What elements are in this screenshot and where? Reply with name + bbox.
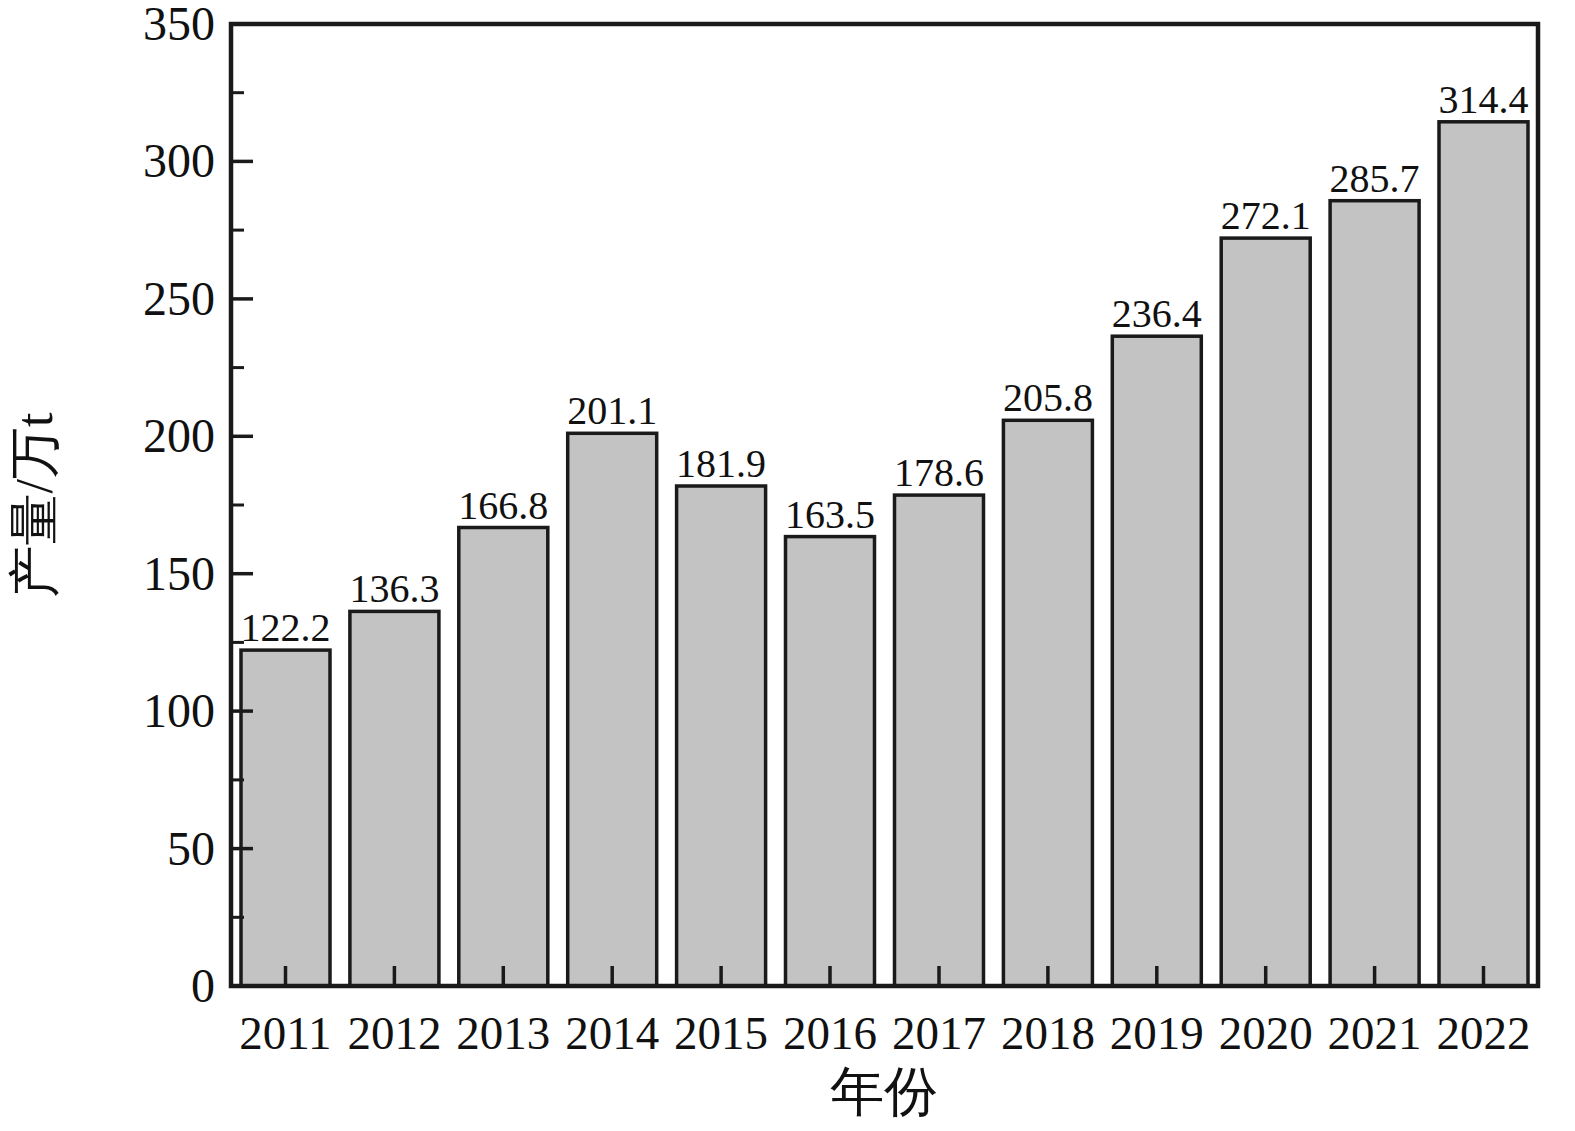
- y-tick-label: 0: [191, 959, 215, 1012]
- bar-2011: [241, 650, 330, 986]
- x-tick-label: 2013: [456, 1007, 550, 1059]
- bar-2022: [1439, 122, 1528, 986]
- bar-2013: [459, 528, 548, 987]
- y-tick-label: 250: [143, 272, 215, 325]
- x-tick-label: 2016: [783, 1007, 877, 1059]
- x-tick-label: 2012: [347, 1007, 441, 1059]
- bar-chart-figure: 122.2 2011 136.3 2012 166.8 2013 201.1 2014 181.…: [0, 0, 1575, 1131]
- bar-2016: [786, 537, 875, 986]
- bar-value-label: 205.8: [1003, 375, 1093, 420]
- bars-layer: [241, 122, 1528, 986]
- bar-2020: [1221, 238, 1310, 986]
- bar-2012: [350, 611, 439, 986]
- bar-value-label: 122.2: [241, 605, 331, 650]
- bar-value-label: 314.4: [1439, 77, 1529, 122]
- bar-2017: [895, 495, 984, 986]
- x-tick-label: 2022: [1437, 1007, 1531, 1059]
- bar-value-label: 178.6: [894, 450, 984, 495]
- bar-value-label: 136.3: [349, 566, 439, 611]
- x-tick-label: 2015: [674, 1007, 768, 1059]
- bar-value-label: 272.1: [1221, 193, 1311, 238]
- x-tick-label: 2018: [1001, 1007, 1095, 1059]
- x-tick-label: 2021: [1328, 1007, 1422, 1059]
- bar-value-label: 236.4: [1112, 291, 1202, 336]
- bar-value-label: 201.1: [567, 388, 657, 433]
- y-tick-label: 300: [143, 134, 215, 187]
- y-tick-label: 100: [143, 684, 215, 737]
- x-tick-label: 2020: [1219, 1007, 1313, 1059]
- bar-2018: [1003, 420, 1092, 986]
- x-axis-title: 年份: [830, 1062, 938, 1122]
- x-tick-label: 2011: [239, 1007, 331, 1059]
- bar-value-label: 181.9: [676, 441, 766, 486]
- y-tick-label: 350: [143, 0, 215, 50]
- x-tick-label: 2019: [1110, 1007, 1204, 1059]
- bar-2019: [1112, 336, 1201, 986]
- y-axis-title: 产量/万t: [6, 412, 63, 597]
- bar-value-label: 166.8: [458, 483, 548, 528]
- bar-value-label: 285.7: [1330, 156, 1420, 201]
- bar-2014: [568, 433, 657, 986]
- y-tick-label: 50: [167, 822, 215, 875]
- y-tick-label: 150: [143, 547, 215, 600]
- y-tick-label: 200: [143, 409, 215, 462]
- x-tick-label: 2017: [892, 1007, 986, 1059]
- bar-value-label: 163.5: [785, 492, 875, 537]
- x-tick-label: 2014: [565, 1007, 659, 1059]
- bar-2015: [677, 486, 766, 986]
- bar-2021: [1330, 201, 1419, 986]
- bar-chart-svg: 122.2 2011 136.3 2012 166.8 2013 201.1 2014 181.…: [0, 0, 1575, 1131]
